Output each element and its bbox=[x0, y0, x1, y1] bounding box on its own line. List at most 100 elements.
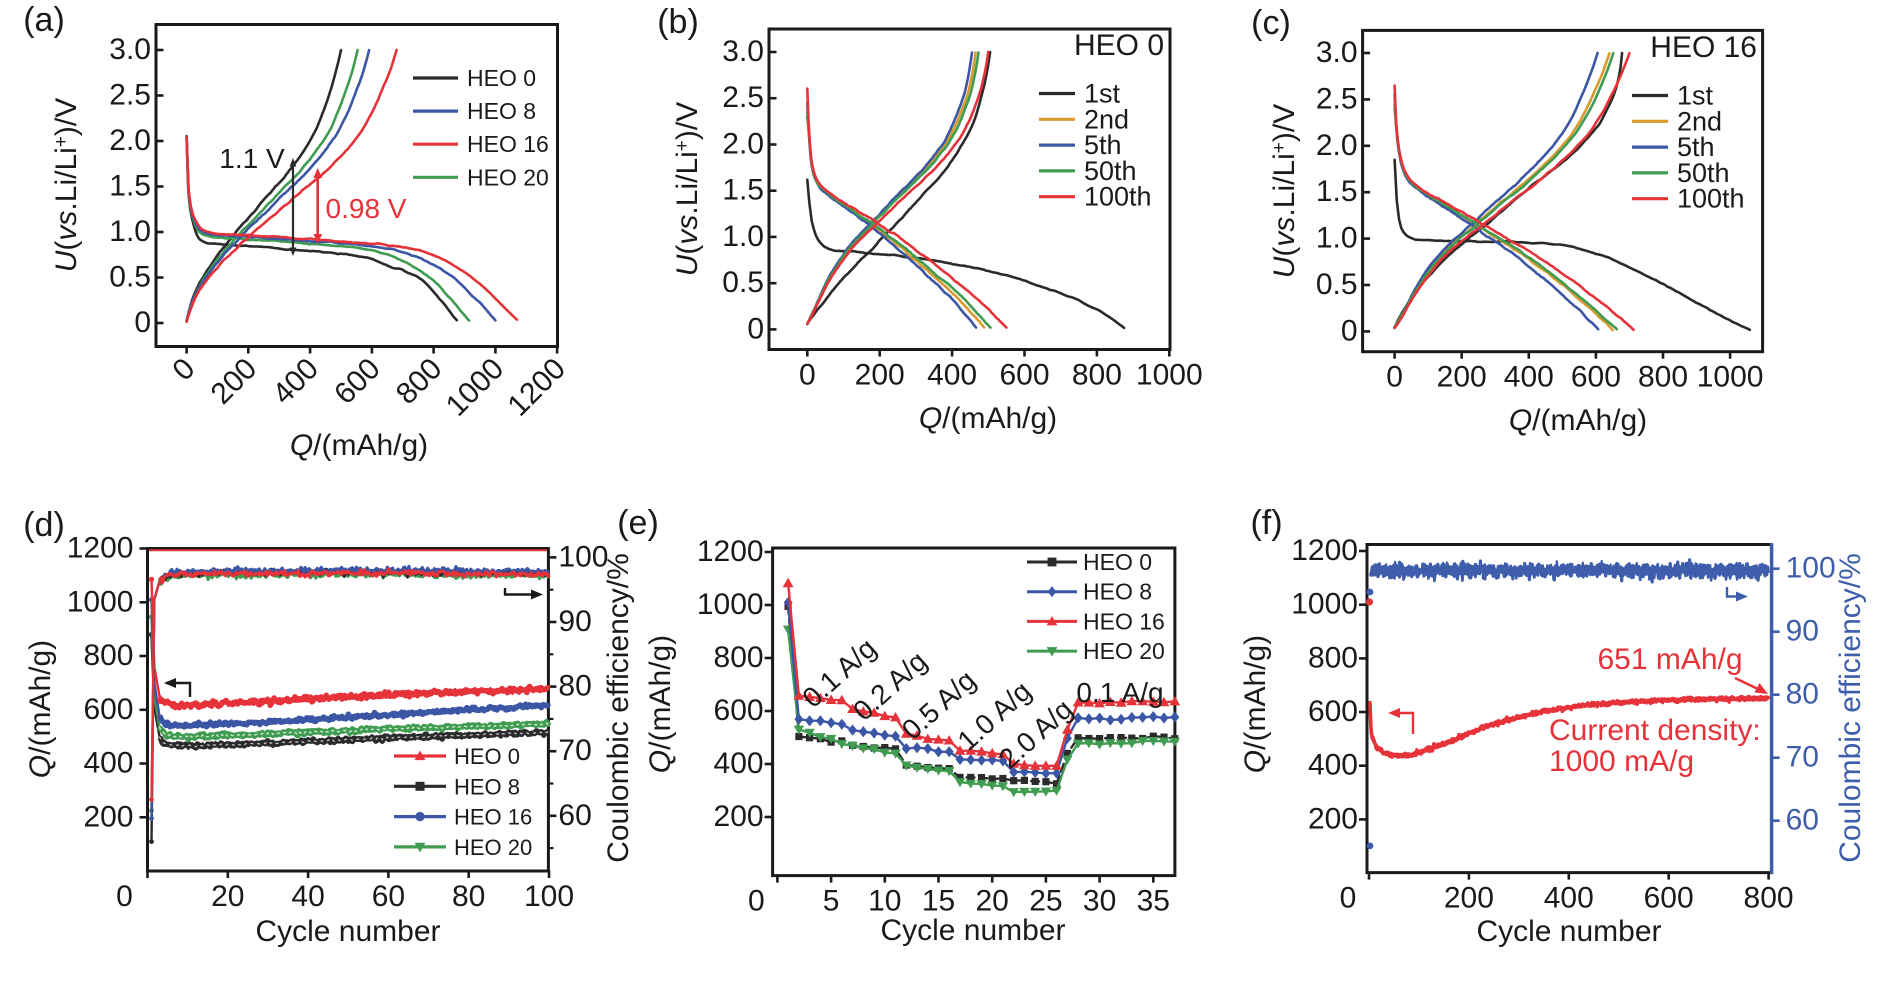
svg-text:2.5: 2.5 bbox=[722, 81, 764, 114]
svg-text:50th: 50th bbox=[1084, 156, 1137, 186]
svg-text:400: 400 bbox=[1544, 882, 1594, 915]
svg-text:800: 800 bbox=[1638, 361, 1688, 394]
svg-text:0: 0 bbox=[116, 880, 133, 913]
svg-text:1st: 1st bbox=[1677, 81, 1714, 111]
svg-text:80: 80 bbox=[558, 670, 591, 703]
svg-text:1000: 1000 bbox=[1136, 359, 1203, 392]
svg-text:(a): (a) bbox=[23, 1, 65, 39]
svg-text:100th: 100th bbox=[1677, 184, 1745, 214]
svg-text:HEO 20: HEO 20 bbox=[467, 164, 549, 190]
svg-text:U(vs.Li/Li+)/V: U(vs.Li/Li+)/V bbox=[671, 102, 704, 277]
svg-text:0.5: 0.5 bbox=[109, 261, 151, 294]
svg-text:2.0: 2.0 bbox=[1316, 129, 1358, 162]
svg-text:800: 800 bbox=[83, 639, 133, 672]
svg-text:70: 70 bbox=[1786, 741, 1819, 774]
svg-text:Current density:: Current density: bbox=[1549, 714, 1761, 747]
svg-text:Cycle number: Cycle number bbox=[255, 915, 440, 948]
svg-text:HEO 20: HEO 20 bbox=[1083, 638, 1165, 664]
svg-text:0: 0 bbox=[134, 306, 151, 339]
svg-text:90: 90 bbox=[558, 605, 591, 638]
svg-text:600: 600 bbox=[999, 359, 1049, 392]
svg-text:200: 200 bbox=[1444, 882, 1494, 915]
svg-text:HEO 8: HEO 8 bbox=[454, 774, 520, 799]
svg-text:Cycle number: Cycle number bbox=[1476, 915, 1661, 948]
svg-text:100: 100 bbox=[1786, 552, 1836, 585]
svg-text:HEO 16: HEO 16 bbox=[1650, 31, 1757, 64]
svg-text:Coulombic efficiency/%: Coulombic efficiency/% bbox=[602, 553, 635, 863]
svg-text:HEO 16: HEO 16 bbox=[454, 805, 532, 830]
svg-text:Q/(mAh/g): Q/(mAh/g) bbox=[1509, 404, 1647, 437]
svg-text:1200: 1200 bbox=[1291, 534, 1358, 567]
svg-text:0.1 A/g: 0.1 A/g bbox=[1076, 677, 1163, 708]
svg-text:1.1 V: 1.1 V bbox=[219, 143, 285, 174]
svg-text:0: 0 bbox=[1386, 361, 1403, 394]
svg-text:HEO 0: HEO 0 bbox=[1074, 29, 1164, 62]
svg-text:2.0: 2.0 bbox=[109, 124, 151, 157]
svg-text:2.5: 2.5 bbox=[109, 79, 151, 112]
svg-text:1200: 1200 bbox=[67, 532, 134, 565]
svg-text:Q/(mAh/g): Q/(mAh/g) bbox=[1239, 635, 1272, 773]
svg-text:Q/(mAh/g): Q/(mAh/g) bbox=[919, 402, 1057, 435]
svg-text:400: 400 bbox=[1504, 361, 1554, 394]
svg-text:600: 600 bbox=[1571, 361, 1621, 394]
svg-text:0.5: 0.5 bbox=[722, 266, 764, 299]
svg-text:3.0: 3.0 bbox=[722, 35, 764, 68]
svg-text:1200: 1200 bbox=[697, 535, 764, 568]
svg-text:30: 30 bbox=[1083, 885, 1116, 918]
svg-text:800: 800 bbox=[1072, 359, 1122, 392]
svg-text:80: 80 bbox=[1786, 678, 1819, 711]
svg-text:35: 35 bbox=[1137, 885, 1170, 918]
svg-text:1000: 1000 bbox=[1697, 361, 1764, 394]
svg-text:HEO 16: HEO 16 bbox=[1083, 608, 1165, 634]
svg-text:HEO 0: HEO 0 bbox=[454, 744, 520, 769]
svg-text:0: 0 bbox=[1341, 314, 1358, 347]
svg-text:400: 400 bbox=[83, 747, 133, 780]
svg-text:60: 60 bbox=[372, 880, 405, 913]
svg-text:HEO 0: HEO 0 bbox=[1083, 549, 1152, 575]
svg-text:(d): (d) bbox=[23, 506, 65, 544]
svg-text:5th: 5th bbox=[1677, 132, 1715, 162]
svg-text:HEO 0: HEO 0 bbox=[467, 65, 536, 91]
svg-text:651 mAh/g: 651 mAh/g bbox=[1597, 643, 1742, 676]
svg-text:200: 200 bbox=[1308, 802, 1358, 835]
svg-text:0: 0 bbox=[747, 312, 764, 345]
svg-text:1.5: 1.5 bbox=[722, 174, 764, 207]
svg-text:5: 5 bbox=[823, 885, 840, 918]
svg-text:HEO 8: HEO 8 bbox=[467, 98, 536, 124]
svg-text:400: 400 bbox=[1308, 749, 1358, 782]
svg-text:40: 40 bbox=[291, 880, 324, 913]
svg-text:60: 60 bbox=[1786, 804, 1819, 837]
svg-text:600: 600 bbox=[1308, 695, 1358, 728]
svg-text:2nd: 2nd bbox=[1677, 106, 1722, 136]
svg-text:0.5: 0.5 bbox=[1316, 268, 1358, 301]
svg-text:(f): (f) bbox=[1250, 504, 1282, 542]
svg-text:600: 600 bbox=[1644, 882, 1694, 915]
svg-text:800: 800 bbox=[714, 641, 764, 674]
svg-text:25: 25 bbox=[1029, 885, 1062, 918]
svg-text:1000 mA/g: 1000 mA/g bbox=[1549, 745, 1694, 778]
svg-text:100: 100 bbox=[524, 880, 574, 913]
svg-text:2.5: 2.5 bbox=[1316, 82, 1358, 115]
svg-text:3.0: 3.0 bbox=[109, 33, 151, 66]
svg-text:2nd: 2nd bbox=[1084, 104, 1129, 134]
svg-text:200: 200 bbox=[714, 800, 764, 833]
svg-text:Q/(mAh/g): Q/(mAh/g) bbox=[290, 429, 428, 462]
svg-text:600: 600 bbox=[83, 693, 133, 726]
svg-text:U(vs.Li/Li+)/V: U(vs.Li/Li+)/V bbox=[1268, 104, 1301, 279]
svg-text:1.0: 1.0 bbox=[109, 215, 151, 248]
svg-text:1000: 1000 bbox=[697, 588, 764, 621]
svg-text:400: 400 bbox=[927, 359, 977, 392]
svg-text:70: 70 bbox=[558, 734, 591, 767]
svg-text:200: 200 bbox=[855, 359, 905, 392]
svg-text:1000: 1000 bbox=[1291, 588, 1358, 621]
svg-text:90: 90 bbox=[1786, 615, 1819, 648]
svg-text:(c): (c) bbox=[1251, 4, 1291, 42]
svg-text:U(vs.Li/Li+)/V: U(vs.Li/Li+)/V bbox=[50, 98, 83, 273]
svg-text:Q/(mAh/g): Q/(mAh/g) bbox=[24, 640, 57, 778]
svg-text:50th: 50th bbox=[1677, 158, 1730, 188]
svg-text:400: 400 bbox=[714, 747, 764, 780]
svg-text:HEO 16: HEO 16 bbox=[467, 131, 549, 157]
svg-text:1.0: 1.0 bbox=[1316, 222, 1358, 255]
svg-text:Coulombic efficiency/%: Coulombic efficiency/% bbox=[1834, 553, 1867, 863]
svg-text:800: 800 bbox=[1308, 641, 1358, 674]
